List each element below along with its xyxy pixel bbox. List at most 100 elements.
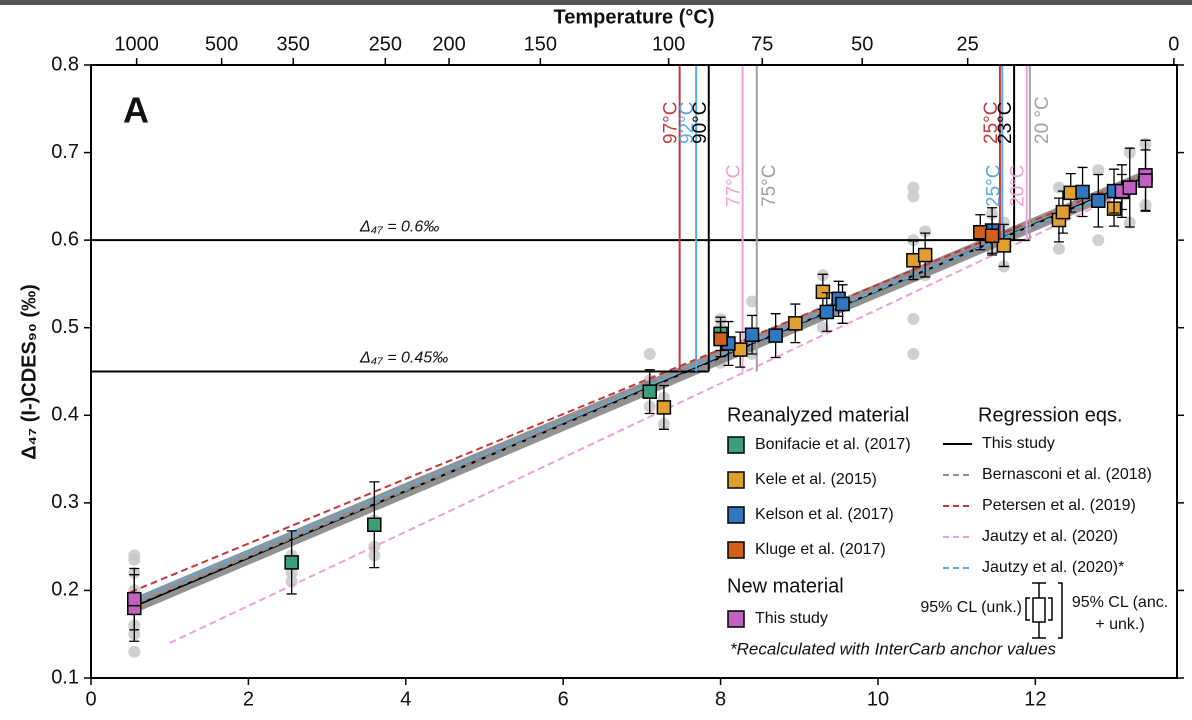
y-tick-label: 0.4 xyxy=(51,404,79,426)
data-point xyxy=(642,384,657,399)
legend-swatch xyxy=(727,471,745,489)
replicate-point xyxy=(907,312,920,325)
plot-frame xyxy=(90,64,1178,679)
data-point xyxy=(367,517,382,532)
data-point xyxy=(732,342,748,357)
replicate-point xyxy=(1092,164,1105,177)
data-point xyxy=(1091,193,1106,208)
reference-label: Δ₄₇ = 0.45‰ xyxy=(359,350,448,367)
x2-tick-label: 200 xyxy=(432,33,465,55)
legend-group-title: Reanalyzed material xyxy=(727,404,909,426)
replicate-point xyxy=(907,181,920,194)
legend-swatch xyxy=(727,436,745,454)
data-point xyxy=(127,591,142,607)
data-point xyxy=(788,316,803,331)
data-point xyxy=(1138,173,1153,188)
data-point xyxy=(1063,185,1079,201)
ci-key-outer-bracket xyxy=(1058,582,1063,639)
x2-title: Temperature (°C) xyxy=(554,6,715,28)
data-point xyxy=(973,225,988,240)
x2-tick-label: 25 xyxy=(957,33,979,55)
data-point xyxy=(1075,184,1090,200)
legend-label: Bernasconi et al. (2018) xyxy=(982,466,1152,483)
window-strip xyxy=(0,0,1192,5)
legend-label: Jautzy et al. (2020)* xyxy=(982,559,1124,576)
temperature-label: 77°C xyxy=(724,165,745,207)
temperature-label: 92°C xyxy=(677,102,698,144)
legend-group-title: New material xyxy=(727,575,844,597)
data-point xyxy=(984,228,1000,244)
regression-line xyxy=(129,179,1146,608)
data-point xyxy=(284,555,299,570)
replicate-point xyxy=(907,347,920,360)
y-tick-label: 0.3 xyxy=(51,491,79,513)
ci-key-label: + unk.) xyxy=(1095,616,1144,633)
x2-tick-label: 250 xyxy=(369,33,402,55)
legend-swatch xyxy=(727,506,745,524)
legend-swatch xyxy=(727,610,745,628)
ci-key-box xyxy=(1032,597,1046,623)
y-tick-label: 0.5 xyxy=(51,316,79,338)
data-point xyxy=(819,304,835,320)
legend-swatch xyxy=(727,541,745,559)
temperature-label: 20°C xyxy=(1008,165,1029,207)
ci-key-whisker xyxy=(1032,582,1046,639)
legend-label: Bonifacie et al. (2017) xyxy=(755,436,911,453)
legend-group-title: Regression eqs. xyxy=(978,404,1123,426)
ci-key-label: 95% CL (unk.) xyxy=(920,599,1022,616)
x-tick-label: 12 xyxy=(1024,688,1046,710)
replicate-point xyxy=(1052,242,1065,255)
x-tick-label: 2 xyxy=(243,688,254,710)
footnote: *Recalculated with InterCarb anchor valu… xyxy=(730,639,1057,658)
reference-label: Δ₄₇ = 0.6‰ xyxy=(359,218,439,235)
data-point xyxy=(1122,180,1138,195)
x2-tick-label: 75 xyxy=(751,33,773,55)
replicate-point xyxy=(919,225,932,238)
ci-key-bracket xyxy=(1025,597,1053,621)
data-point xyxy=(713,331,728,347)
y-tick-label: 0.8 xyxy=(51,53,79,75)
data-point xyxy=(1055,204,1071,220)
regression-line xyxy=(129,173,1146,594)
replicate-point xyxy=(128,645,141,658)
legend-label: Jautzy et al. (2020) xyxy=(982,528,1118,545)
x-tick-label: 6 xyxy=(558,688,569,710)
data-point xyxy=(917,247,933,263)
x2-tick-label: 1000 xyxy=(114,33,159,55)
temperature-label: 90°C xyxy=(690,102,711,144)
data-point xyxy=(906,253,921,268)
x-tick-label: 10 xyxy=(867,688,889,710)
replicate-point xyxy=(746,295,759,308)
temperature-label: 25°C xyxy=(981,102,1002,144)
replicate-point xyxy=(1092,234,1105,247)
data-point xyxy=(835,296,850,312)
replicate-point xyxy=(907,190,920,203)
data-point xyxy=(656,400,672,415)
ci-key-label: 95% CL (anc. xyxy=(1072,594,1168,611)
x2-tick-label: 350 xyxy=(277,33,310,55)
legend-label: This study xyxy=(982,435,1055,452)
x2-tick-label: 50 xyxy=(851,33,873,55)
x-tick-label: 8 xyxy=(715,688,726,710)
panel-label: A xyxy=(123,90,149,131)
replicate-point xyxy=(643,347,656,360)
y-title: Δ₄₇ (I-)CDES₉₀ (‰) xyxy=(18,284,40,459)
legend-label: Kele et al. (2015) xyxy=(755,471,877,488)
legend-label: Kluge et al. (2017) xyxy=(755,541,886,558)
legend-label: This study xyxy=(755,610,828,627)
y-tick-label: 0.6 xyxy=(51,228,79,250)
temperature-label: 20 °C xyxy=(1032,96,1053,144)
x2-tick-label: 100 xyxy=(652,33,685,55)
temperature-label: 23°C xyxy=(995,102,1016,144)
x-tick-label: 4 xyxy=(400,688,411,710)
replicate-point xyxy=(128,553,141,566)
temperature-label: 97°C xyxy=(661,102,682,144)
temperature-label: 25°C xyxy=(983,165,1004,207)
legend-label: Petersen et al. (2019) xyxy=(982,497,1136,514)
data-point xyxy=(768,328,783,343)
data-point xyxy=(744,327,760,342)
x2-tick-label: 500 xyxy=(205,33,238,55)
x-tick-label: 0 xyxy=(85,688,96,710)
